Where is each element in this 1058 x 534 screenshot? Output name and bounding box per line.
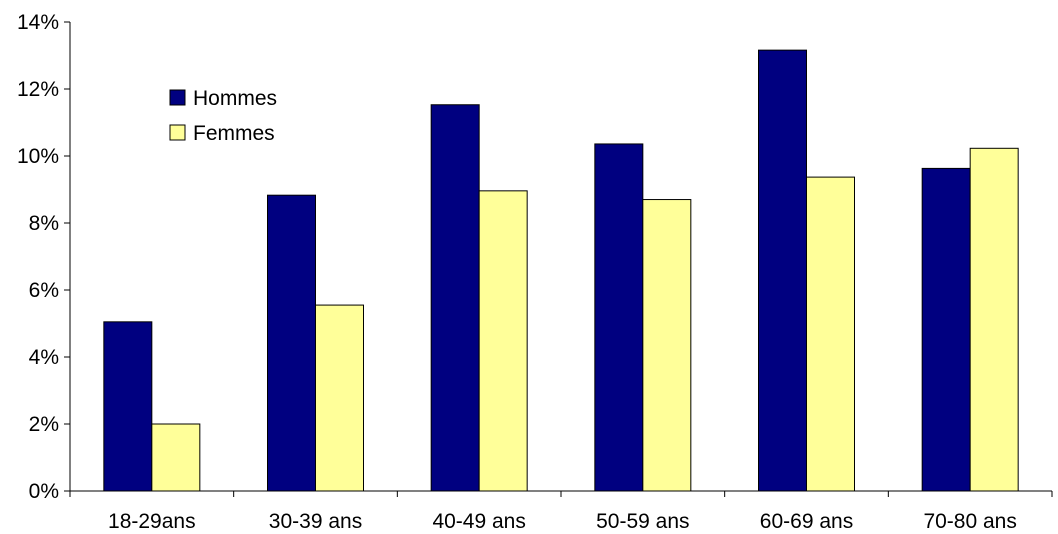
x-tick-label: 60-69 ans <box>760 510 853 533</box>
legend-swatch-femmes <box>169 124 186 141</box>
y-tick-label: 12% <box>17 78 59 101</box>
bar-hommes-5 <box>921 167 971 492</box>
bar-hommes-4 <box>758 49 807 492</box>
bar-hommes-3 <box>594 143 644 492</box>
bar-hommes-2 <box>430 104 480 492</box>
x-tick-label: 50-59 ans <box>596 510 689 533</box>
x-tick-label: 70-80 ans <box>923 510 1016 533</box>
x-tick-label: 40-49 ans <box>432 510 525 533</box>
y-tick-label: 10% <box>17 145 59 168</box>
legend-label-hommes: Hommes <box>193 87 277 110</box>
y-tick-label: 2% <box>29 413 59 436</box>
bar-hommes-0 <box>103 321 153 492</box>
x-tick-label: 30-39 ans <box>269 510 362 533</box>
x-tick-label: 18-29ans <box>108 510 196 533</box>
bars-layer <box>103 49 1019 492</box>
y-tick-label: 8% <box>29 212 59 235</box>
y-tick-label: 6% <box>29 279 59 302</box>
bar-femmes-1 <box>315 304 364 492</box>
bar-femmes-0 <box>151 423 201 492</box>
bar-femmes-4 <box>806 176 855 492</box>
legend: Hommes Femmes <box>169 87 277 145</box>
bar-hommes-1 <box>267 194 316 492</box>
y-tick-label: 4% <box>29 346 59 369</box>
axes-layer: 0% 2% 4% 6% 8% 10% 12% 14% 18-29ans 30-39 ans 40-4… <box>17 11 1053 533</box>
bar-femmes-3 <box>642 199 692 492</box>
y-tick-label: 0% <box>29 480 59 503</box>
y-tick-label: 14% <box>17 11 59 34</box>
bar-femmes-2 <box>478 190 528 492</box>
legend-label-femmes: Femmes <box>193 122 275 145</box>
legend-swatch-hommes <box>169 89 186 106</box>
bar-femmes-5 <box>969 147 1019 492</box>
